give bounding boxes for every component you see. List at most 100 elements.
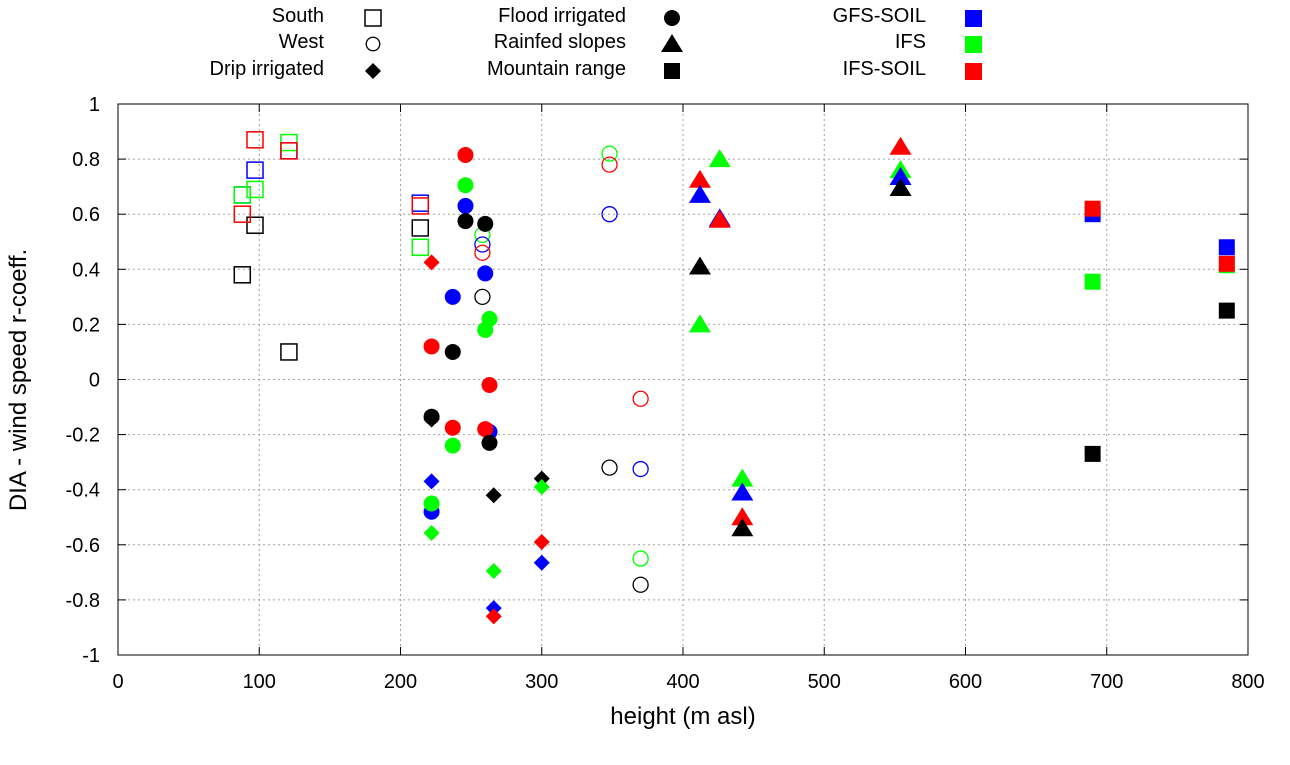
data-point <box>233 266 252 284</box>
data-point <box>601 145 618 162</box>
y-tick-label: -0.4 <box>66 480 100 502</box>
y-tick-label: -0.6 <box>66 535 100 557</box>
legend-label: Flood irrigated <box>498 5 626 27</box>
y-tick-label: 0 <box>89 370 100 392</box>
data-point <box>477 215 494 232</box>
x-tick-label: 0 <box>112 671 123 693</box>
data-point <box>411 197 430 215</box>
legend-marker-open-square <box>364 9 382 27</box>
x-tick-label: 700 <box>1090 671 1123 693</box>
legend-label: Drip irrigated <box>210 58 324 80</box>
legend-marker-triangle <box>661 34 683 52</box>
data-point <box>601 156 618 173</box>
data-point <box>1218 239 1235 256</box>
data-point <box>457 197 474 214</box>
x-axis-label: height (m asl) <box>610 703 755 730</box>
data-point <box>731 518 754 537</box>
data-point <box>632 550 649 567</box>
data-point <box>423 473 440 490</box>
data-point <box>688 256 711 275</box>
data-point <box>889 178 912 197</box>
data-point <box>477 421 494 438</box>
legend-label: Rainfed slopes <box>494 31 626 53</box>
data-point <box>280 343 298 361</box>
data-point <box>246 131 264 149</box>
y-tick-label: 0.6 <box>72 204 100 226</box>
data-point <box>481 377 498 394</box>
data-point <box>1084 445 1101 462</box>
legend-label: IFS-SOIL <box>843 58 926 80</box>
data-point <box>423 524 440 541</box>
y-axis-label: DIA - wind speed r-coeff. <box>5 249 32 511</box>
data-point <box>457 213 474 230</box>
data-point <box>731 482 754 501</box>
data-point <box>533 478 550 495</box>
y-tick-label: 0.2 <box>72 314 100 336</box>
legend-label: IFS <box>895 31 926 53</box>
data-point <box>246 180 264 199</box>
legend-marker-square <box>664 63 680 79</box>
legend-marker-open-circle <box>365 36 381 52</box>
data-point <box>889 167 912 186</box>
data-point <box>708 209 731 228</box>
data-point <box>1218 302 1235 319</box>
y-tick-label: 0.4 <box>72 259 100 281</box>
legend-color-swatch <box>965 10 982 27</box>
data-point <box>233 186 252 204</box>
data-point <box>601 459 618 476</box>
data-point <box>632 576 649 593</box>
data-point <box>601 206 618 223</box>
data-point <box>477 321 494 338</box>
data-point <box>688 184 711 203</box>
x-tick-label: 100 <box>243 671 276 693</box>
legend-label: West <box>279 31 325 53</box>
data-point <box>444 437 461 454</box>
data-point <box>485 487 502 504</box>
legend-label: South <box>272 5 324 27</box>
legend-label: Mountain range <box>487 58 626 80</box>
data-point <box>423 254 440 271</box>
data-point <box>481 434 498 451</box>
data-point <box>246 161 264 179</box>
y-tick-label: 1 <box>89 94 100 116</box>
data-point <box>233 205 252 223</box>
y-tick-label: -0.2 <box>66 425 100 447</box>
data-point <box>444 419 461 436</box>
data-point <box>485 608 502 625</box>
x-tick-label: 600 <box>949 671 982 693</box>
legend-label: GFS-SOIL <box>833 5 926 27</box>
data-point <box>233 186 252 204</box>
data-point <box>444 288 461 305</box>
data-point <box>533 534 550 551</box>
x-tick-label: 300 <box>525 671 558 693</box>
x-tick-label: 500 <box>808 671 841 693</box>
data-point <box>474 236 491 253</box>
data-point <box>688 169 711 188</box>
y-tick-label: 0.8 <box>72 149 100 171</box>
data-point <box>280 142 298 160</box>
data-point <box>632 460 649 478</box>
data-point <box>632 390 649 407</box>
y-tick-label: -1 <box>82 645 100 667</box>
data-point <box>474 244 491 261</box>
data-point <box>889 136 912 155</box>
x-tick-label: 400 <box>666 671 699 693</box>
data-point <box>423 338 440 355</box>
legend-marker-diamond <box>365 63 381 79</box>
data-point <box>411 238 430 257</box>
data-point <box>1084 273 1101 290</box>
data-point <box>444 343 461 360</box>
data-point <box>533 554 550 571</box>
data-point <box>411 219 430 237</box>
data-point <box>1084 200 1101 217</box>
data-points <box>233 131 1235 625</box>
data-point <box>533 470 550 487</box>
data-point <box>731 507 754 526</box>
data-point <box>457 146 474 163</box>
legend-color-swatch <box>965 63 982 80</box>
data-point <box>731 468 754 487</box>
y-tick-label: -0.8 <box>66 590 100 612</box>
data-point <box>485 562 502 579</box>
data-point <box>1218 255 1235 272</box>
grid <box>118 104 1248 655</box>
